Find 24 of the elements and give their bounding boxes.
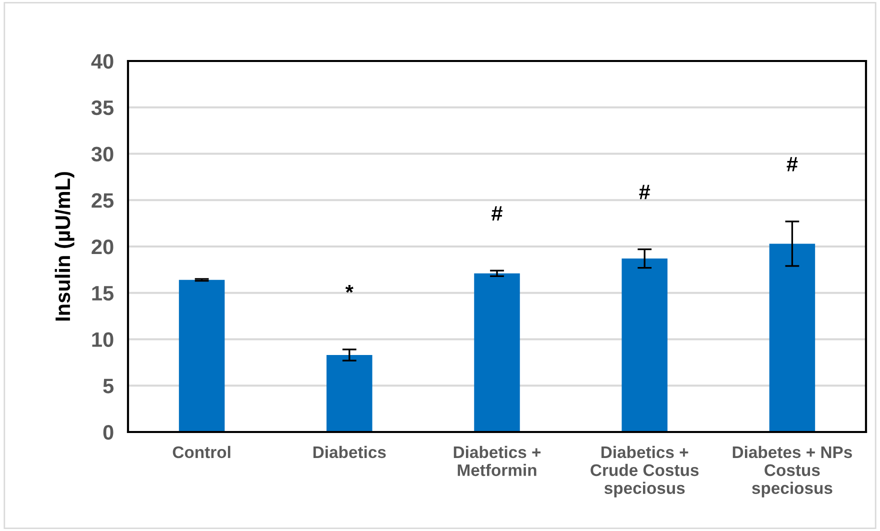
bar — [622, 258, 668, 432]
x-tick-label: Diabetics + Crude Costus speciosus — [590, 446, 699, 498]
y-tick-label: 10 — [92, 332, 114, 348]
y-tick-label: 15 — [92, 286, 114, 301]
x-tick-label: Diabetes + NPs Costus speciosus — [732, 446, 852, 498]
x-tick-label: Control — [172, 446, 230, 458]
bar — [769, 244, 816, 432]
x-tick-label: Diabetics + Metformin — [454, 446, 541, 476]
y-axis-title: Insulin (µU/mL) — [54, 172, 74, 321]
annotation: # — [786, 157, 798, 172]
bar — [474, 273, 520, 432]
y-tick-label: 5 — [103, 378, 114, 394]
y-tick-label: 30 — [91, 146, 114, 162]
y-tick-label: 0 — [103, 425, 114, 440]
bar — [326, 355, 372, 432]
annotation: * — [345, 284, 354, 293]
annotation: # — [639, 184, 650, 200]
bar — [178, 280, 225, 432]
y-tick-label: 40 — [91, 54, 114, 69]
y-tick-label: 35 — [91, 100, 114, 116]
annotation: # — [492, 206, 502, 220]
y-tick-label: 25 — [92, 193, 114, 208]
x-tick-label: Diabetics — [313, 446, 386, 458]
y-tick-label: 20 — [92, 240, 114, 254]
